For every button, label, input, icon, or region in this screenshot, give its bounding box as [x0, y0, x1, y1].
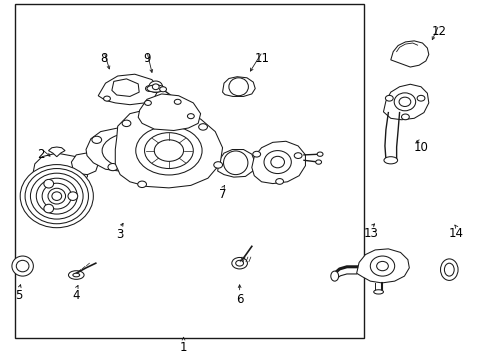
Polygon shape	[356, 249, 408, 283]
Ellipse shape	[102, 132, 172, 169]
Ellipse shape	[103, 96, 110, 101]
Ellipse shape	[52, 192, 61, 201]
Text: 6: 6	[235, 293, 243, 306]
Ellipse shape	[159, 87, 166, 92]
Ellipse shape	[136, 126, 202, 175]
Ellipse shape	[401, 114, 408, 120]
Ellipse shape	[144, 100, 151, 105]
Text: 13: 13	[363, 227, 378, 240]
Polygon shape	[390, 41, 428, 67]
Ellipse shape	[122, 120, 131, 127]
Text: 3: 3	[116, 228, 123, 241]
Ellipse shape	[376, 261, 387, 271]
Ellipse shape	[270, 156, 284, 168]
Ellipse shape	[416, 95, 424, 101]
Ellipse shape	[149, 81, 162, 93]
Polygon shape	[86, 128, 188, 172]
Ellipse shape	[68, 271, 84, 279]
Ellipse shape	[42, 183, 71, 209]
Polygon shape	[32, 153, 87, 192]
Ellipse shape	[48, 188, 65, 204]
Ellipse shape	[223, 151, 247, 175]
Ellipse shape	[264, 150, 291, 174]
Bar	[15, 4, 363, 338]
Ellipse shape	[68, 192, 78, 201]
Ellipse shape	[231, 257, 247, 269]
Ellipse shape	[373, 290, 383, 294]
Ellipse shape	[393, 93, 415, 111]
Ellipse shape	[369, 256, 394, 276]
Ellipse shape	[44, 179, 54, 188]
Polygon shape	[48, 147, 65, 157]
Polygon shape	[138, 94, 200, 131]
Text: 5: 5	[16, 289, 23, 302]
Ellipse shape	[176, 158, 185, 165]
Ellipse shape	[228, 78, 248, 96]
Polygon shape	[71, 153, 98, 175]
Ellipse shape	[36, 178, 77, 214]
Ellipse shape	[444, 263, 453, 276]
Ellipse shape	[330, 271, 338, 281]
Ellipse shape	[20, 165, 93, 228]
Text: 11: 11	[255, 51, 269, 64]
Ellipse shape	[235, 260, 243, 266]
Ellipse shape	[16, 260, 29, 272]
Ellipse shape	[44, 204, 54, 213]
Ellipse shape	[147, 85, 164, 92]
Text: 4: 4	[72, 289, 80, 302]
Ellipse shape	[275, 179, 283, 184]
Ellipse shape	[30, 173, 83, 219]
Text: 1: 1	[180, 341, 187, 354]
Ellipse shape	[168, 132, 178, 139]
Ellipse shape	[440, 259, 457, 280]
Ellipse shape	[152, 84, 159, 90]
Ellipse shape	[108, 163, 118, 171]
Ellipse shape	[138, 181, 146, 188]
Ellipse shape	[315, 160, 321, 164]
Ellipse shape	[12, 256, 33, 276]
Text: 8: 8	[100, 51, 107, 64]
Ellipse shape	[213, 162, 222, 168]
Ellipse shape	[145, 86, 153, 91]
Text: 14: 14	[448, 227, 463, 240]
Polygon shape	[217, 149, 255, 177]
Text: 9: 9	[143, 51, 150, 64]
Text: 7: 7	[219, 188, 226, 201]
Ellipse shape	[252, 151, 260, 157]
Ellipse shape	[92, 136, 102, 143]
Ellipse shape	[385, 95, 392, 101]
Polygon shape	[112, 79, 139, 96]
Ellipse shape	[198, 124, 207, 130]
Polygon shape	[251, 141, 305, 184]
Text: 10: 10	[413, 141, 427, 154]
Polygon shape	[98, 74, 159, 105]
Ellipse shape	[25, 168, 88, 224]
Ellipse shape	[174, 99, 181, 104]
Ellipse shape	[144, 133, 193, 168]
Polygon shape	[222, 77, 255, 96]
Ellipse shape	[383, 157, 397, 164]
Polygon shape	[115, 108, 222, 188]
Ellipse shape	[187, 114, 194, 119]
Text: 2: 2	[37, 148, 44, 161]
Ellipse shape	[73, 273, 80, 277]
Ellipse shape	[398, 97, 410, 107]
Ellipse shape	[294, 153, 302, 158]
Polygon shape	[383, 84, 428, 120]
Ellipse shape	[317, 152, 323, 156]
Text: 12: 12	[431, 25, 446, 38]
Ellipse shape	[154, 140, 183, 161]
